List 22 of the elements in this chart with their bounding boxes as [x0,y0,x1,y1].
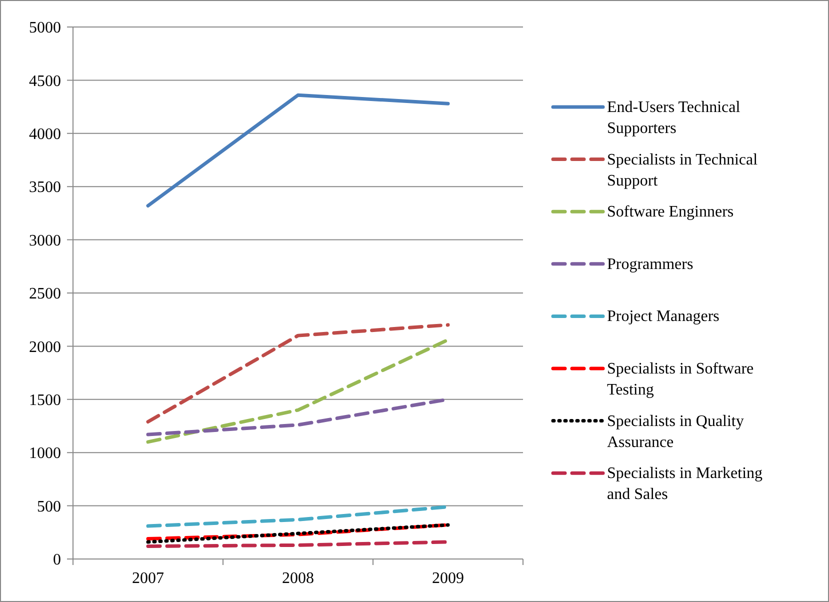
legend-label: Project Managers [607,308,720,326]
legend-label: Programmers [607,256,694,273]
y-tick-label: 2500 [29,286,61,303]
y-tick-label: 3000 [29,232,61,250]
x-tick-label: 2007 [132,570,164,587]
x-tick-label: 2009 [432,570,464,587]
y-tick-label: 4000 [29,126,61,143]
y-tick-label: 5000 [29,20,61,37]
x-tick-label: 2008 [282,570,314,587]
legend-label: Specialists in Quality Assurance [607,412,744,451]
y-tick-label: 1000 [29,445,61,462]
y-tick-label: 500 [37,498,61,516]
y-tick-label: 3500 [29,179,61,196]
legend-label: Specialists in Software Testing [607,360,754,398]
y-tick-label: 2000 [29,338,61,356]
y-tick-label: 4500 [29,72,61,90]
legend-label: Specialists in Technical Support [607,151,758,190]
legend-label: End-Users Technical Supporters [607,99,741,137]
y-tick-label: 1500 [29,392,61,409]
y-tick-label: 0 [53,552,61,569]
legend-label: Software Enginners [607,204,734,221]
legend-label: Specialists in Marketing and Sales [607,465,763,504]
